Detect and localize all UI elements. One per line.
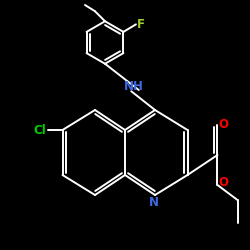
- Text: Cl: Cl: [34, 124, 46, 136]
- Text: N: N: [149, 196, 159, 209]
- Text: O: O: [219, 118, 229, 132]
- Text: F: F: [137, 18, 145, 31]
- Text: O: O: [219, 176, 229, 189]
- Text: NH: NH: [124, 80, 144, 93]
